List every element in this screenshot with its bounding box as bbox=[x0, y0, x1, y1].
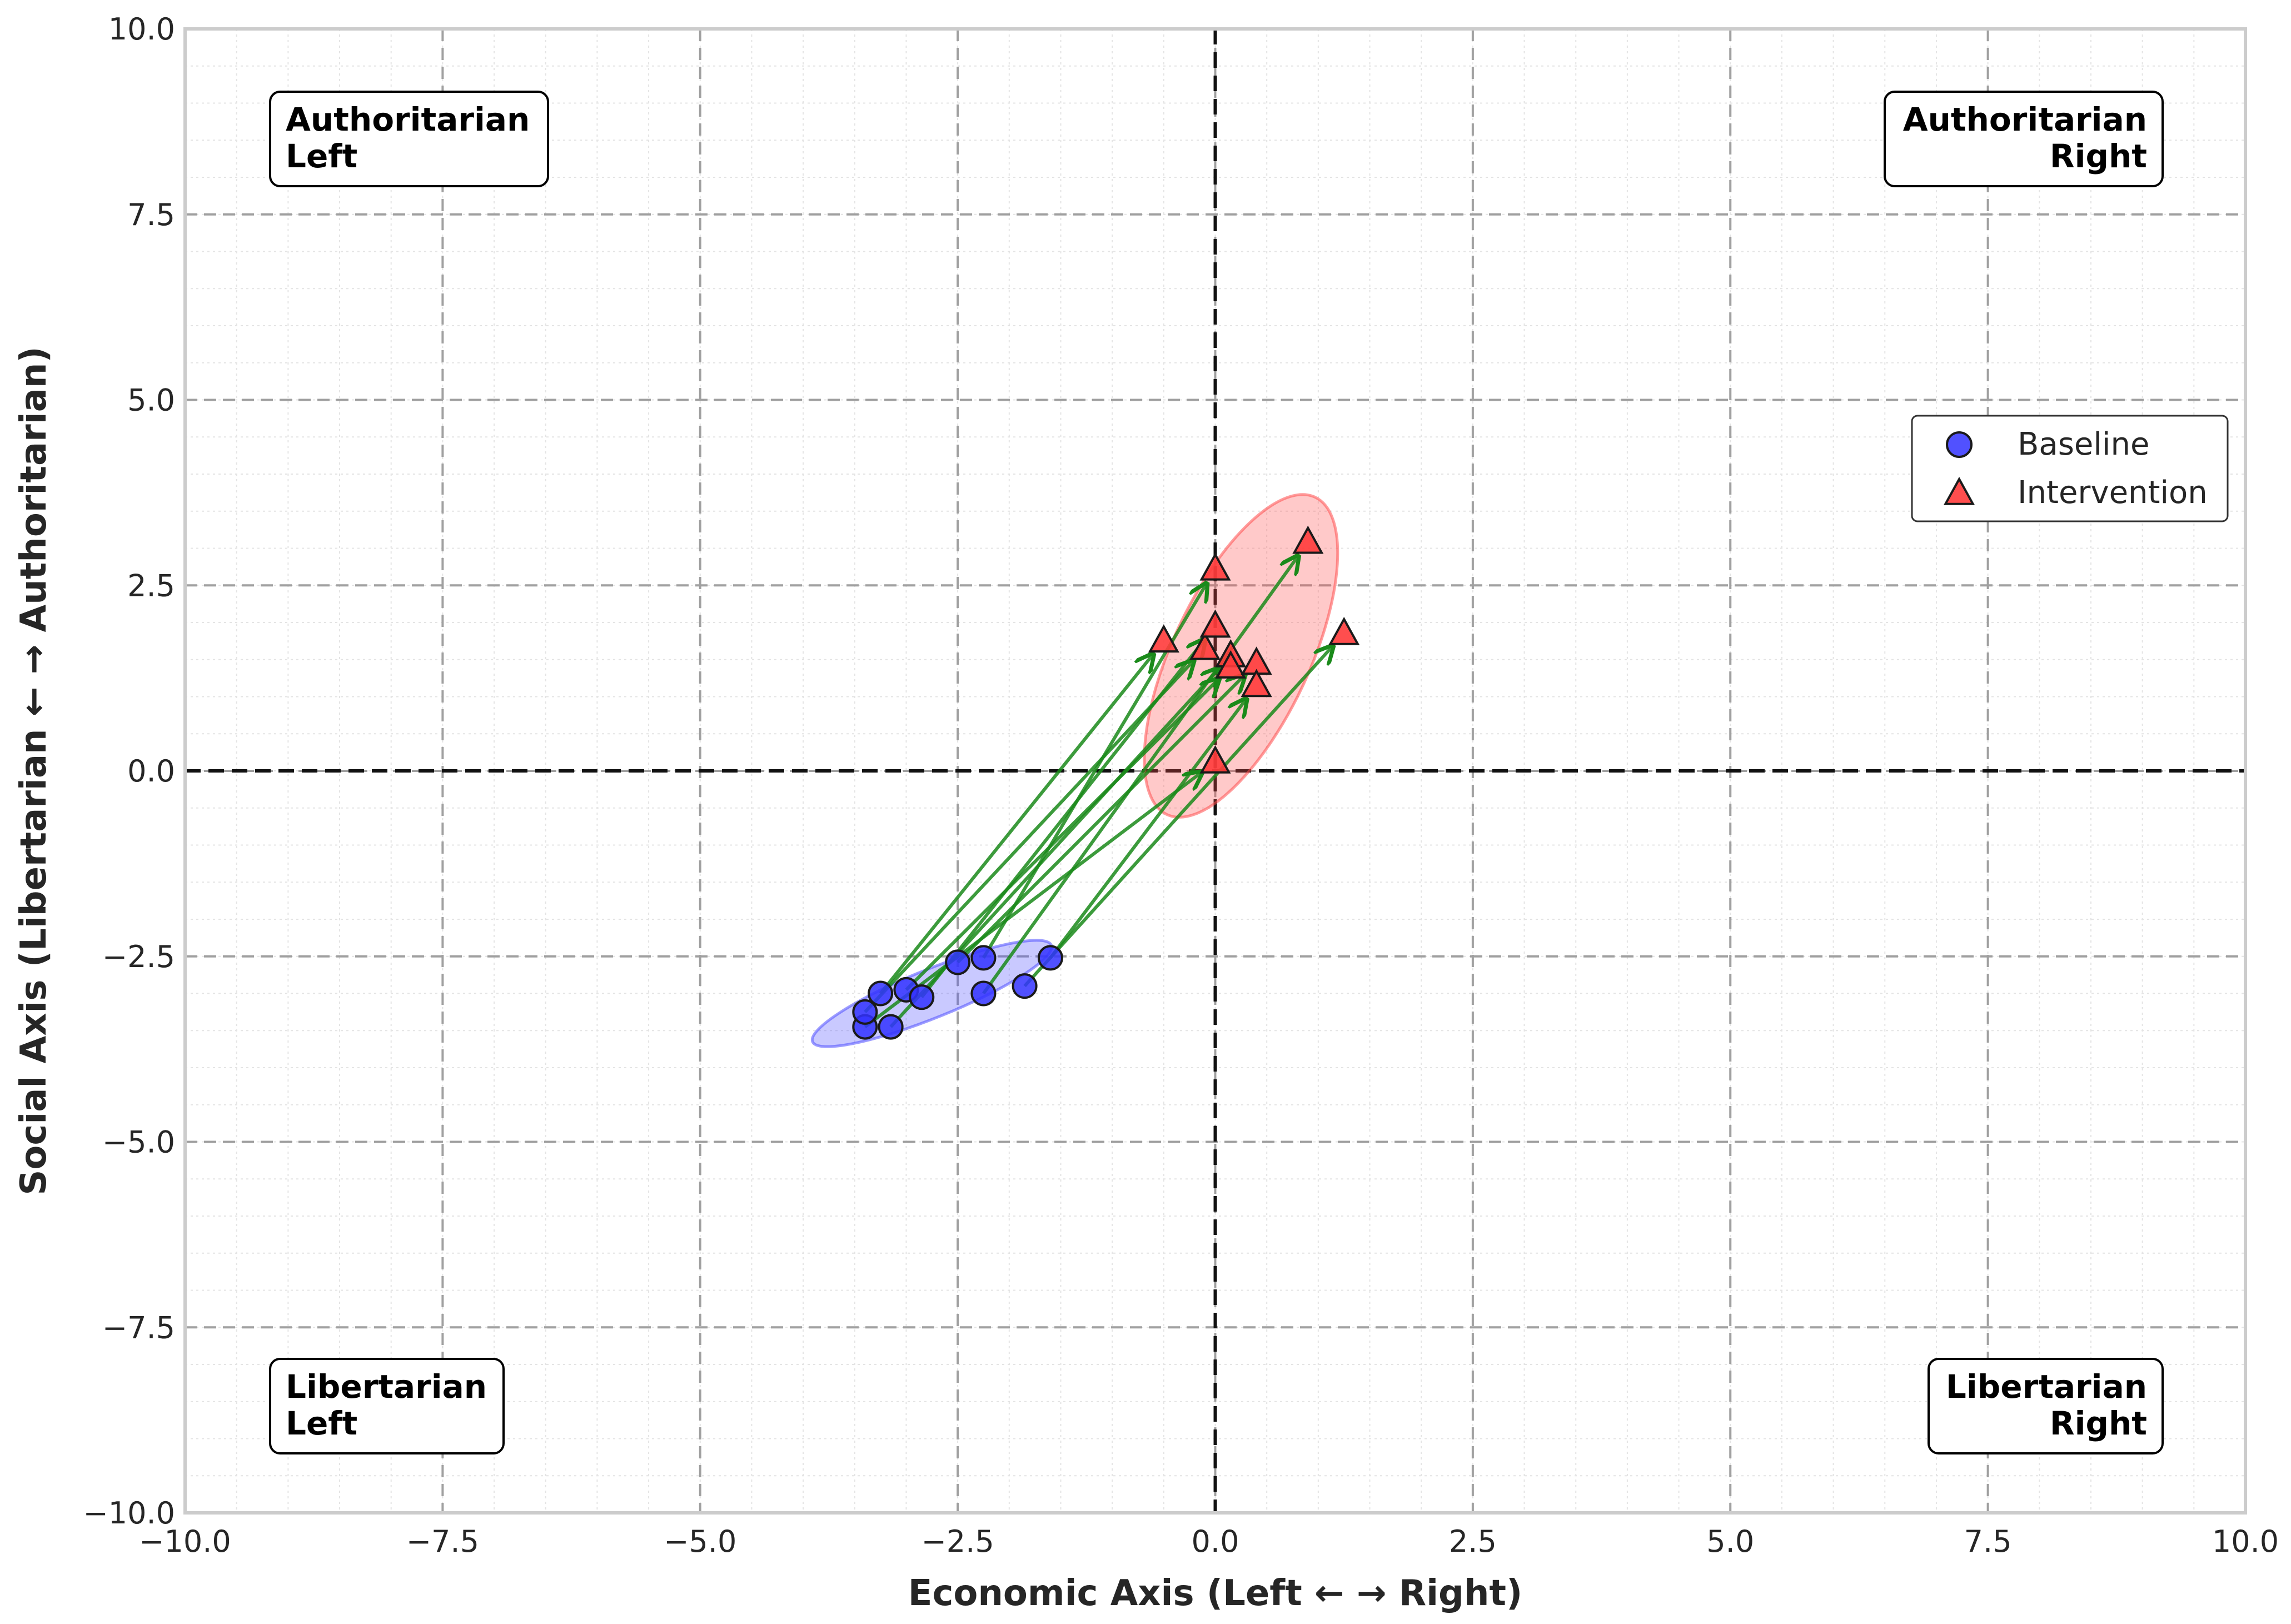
plot-frame bbox=[183, 27, 2247, 1515]
y-tick-label: −2.5 bbox=[102, 939, 175, 974]
quadrant-label-box bbox=[269, 1358, 505, 1454]
shift-arrow bbox=[957, 675, 1244, 964]
baseline-point bbox=[868, 980, 894, 1007]
quadrant-label-text: Right bbox=[2050, 137, 2147, 175]
intervention-ellipse bbox=[1143, 493, 1339, 819]
shift-arrow bbox=[1049, 699, 1247, 959]
x-tick-label: 10.0 bbox=[2212, 1524, 2279, 1559]
shift-arrow bbox=[920, 639, 1205, 999]
x-tick-label: 7.5 bbox=[1964, 1524, 2012, 1559]
quadrant-label-text: Authoritarian bbox=[1903, 101, 2147, 138]
quadrant-label-text: Authoritarian bbox=[286, 101, 530, 138]
legend-intervention-label: Intervention bbox=[2018, 475, 2208, 511]
x-tick-label: 0.0 bbox=[1192, 1524, 1239, 1559]
x-tick-label: −10.0 bbox=[139, 1524, 231, 1559]
baseline-point bbox=[852, 999, 878, 1025]
y-tick-label: −5.0 bbox=[102, 1125, 175, 1160]
tick-labels: −10.0 −7.5 −5.0 −2.5 0.0 2.5 5.0 7.5 10.0 −10.0 −7… bbox=[83, 12, 2279, 1559]
baseline-point bbox=[945, 949, 971, 975]
intervention-point bbox=[1241, 669, 1272, 698]
baseline-point bbox=[970, 980, 997, 1007]
intervention-point bbox=[1148, 624, 1179, 653]
baseline-point bbox=[1037, 945, 1063, 971]
shift-arrow bbox=[1023, 646, 1333, 988]
shift-arrow bbox=[864, 772, 1202, 1028]
shift-arrow bbox=[864, 661, 1193, 1013]
x-tick-label: 2.5 bbox=[1449, 1524, 1497, 1559]
intervention-point bbox=[1199, 609, 1231, 638]
y-tick-label: −7.5 bbox=[102, 1310, 175, 1345]
quadrant-label-box bbox=[1884, 91, 2164, 187]
quadrant-labels: AuthoritarianLeftAuthoritarianRightLiber… bbox=[269, 91, 2164, 1454]
baseline-point bbox=[878, 1014, 904, 1040]
x-tick-label: −5.0 bbox=[664, 1524, 736, 1559]
y-tick-label: 0.0 bbox=[127, 754, 175, 789]
shift-arrow bbox=[879, 654, 1153, 995]
y-tick-label: 2.5 bbox=[127, 568, 175, 603]
y-tick-label: 5.0 bbox=[127, 383, 175, 418]
quadrant-label-box bbox=[269, 91, 549, 187]
quadrant-label-text: Libertarian bbox=[286, 1368, 487, 1406]
quadrant-label-text: Libertarian bbox=[1946, 1368, 2147, 1406]
intervention-point bbox=[1292, 525, 1324, 554]
quadrant-label-text: Right bbox=[2050, 1404, 2147, 1442]
legend-baseline-label: Baseline bbox=[2018, 426, 2149, 462]
legend-box bbox=[1911, 415, 2229, 522]
quadrant-label-box bbox=[1928, 1358, 2164, 1454]
baseline-point bbox=[909, 984, 935, 1010]
quadrant-label-text: Left bbox=[286, 137, 357, 175]
shift-arrow bbox=[905, 679, 1219, 991]
y-axis-label: Social Axis (Libertarian ← → Authoritari… bbox=[13, 346, 54, 1195]
intervention-point bbox=[1199, 552, 1231, 581]
shift-arrow bbox=[982, 556, 1298, 995]
intervention-point bbox=[1328, 616, 1360, 645]
data-points bbox=[852, 525, 1360, 1040]
legend: Baseline Intervention bbox=[1911, 415, 2229, 522]
legend-baseline-marker bbox=[1946, 431, 1973, 458]
legend-intervention-marker bbox=[1943, 476, 1975, 505]
x-tick-label: −2.5 bbox=[922, 1524, 994, 1559]
cluster-ellipses bbox=[810, 493, 1339, 1048]
x-tick-label: −7.5 bbox=[406, 1524, 479, 1559]
y-tick-label: 7.5 bbox=[127, 197, 175, 232]
shift-arrows bbox=[864, 556, 1333, 1028]
y-tick-label: 10.0 bbox=[108, 12, 175, 47]
intervention-point bbox=[1215, 650, 1247, 679]
intervention-point bbox=[1199, 745, 1231, 774]
quadrant-label-text: Left bbox=[286, 1404, 357, 1442]
y-tick-label: −10.0 bbox=[83, 1496, 175, 1531]
x-tick-label: 5.0 bbox=[1706, 1524, 1754, 1559]
intervention-point bbox=[1189, 631, 1221, 660]
baseline-point bbox=[1012, 973, 1038, 999]
x-axis-label: Economic Axis (Left ← → Right) bbox=[908, 1573, 1523, 1614]
baseline-point bbox=[970, 945, 997, 971]
